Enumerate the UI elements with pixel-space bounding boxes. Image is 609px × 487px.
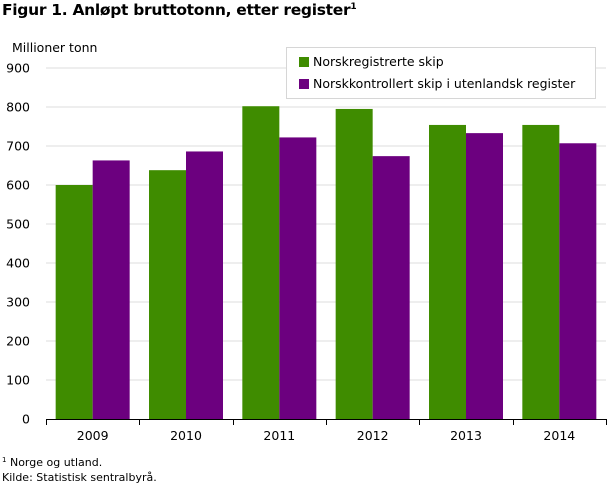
y-tick-label: 600 [6,178,30,193]
y-tick-label: 700 [6,139,30,154]
bar [55,185,93,419]
bar [149,170,186,419]
bar [186,151,223,419]
chart-title: Figur 1. Anløpt bruttotonn, etter regist… [2,1,357,19]
bar [466,133,503,419]
legend-label-series-1: Norskregistrerte skip [313,54,444,69]
x-tick-label: 2010 [170,428,202,443]
y-axis-label: Millioner tonn [12,40,98,55]
x-tick-label: 2009 [77,428,109,443]
legend-label-series-2: Norskkontrollert skip i utenlandsk regis… [313,76,576,91]
bar [522,124,560,419]
title-footnote-mark: 1 [350,2,357,12]
y-tick-label: 800 [6,100,30,115]
bar [372,156,410,419]
y-tick-label: 500 [6,217,30,232]
bar [429,124,466,419]
x-tick-label: 2013 [450,428,482,443]
y-tick-label: 200 [6,334,30,349]
x-tick-label: 2014 [543,428,575,443]
legend: Norskregistrerte skip Norskkontrollert s… [286,47,596,99]
y-tick-label: 300 [6,295,30,310]
y-tick-label: 0 [22,412,30,427]
bar [335,108,373,419]
legend-swatch-series-2 [299,79,309,89]
y-tick-label: 900 [6,61,30,76]
legend-swatch-series-1 [299,57,309,67]
bar [279,137,317,420]
source-note: Kilde: Statistisk sentralbyrå. [2,471,157,484]
footnote: 1 Norge og utland. [2,456,102,469]
bar [242,106,280,419]
y-tick-label: 100 [6,373,30,388]
footnote-mark: 1 [2,456,7,464]
x-tick-label: 2011 [263,428,295,443]
bar [559,143,597,419]
bar [92,160,130,419]
footnote-text: Norge og utland. [9,456,103,469]
y-tick-label: 400 [6,256,30,271]
x-tick-label: 2012 [357,428,389,443]
